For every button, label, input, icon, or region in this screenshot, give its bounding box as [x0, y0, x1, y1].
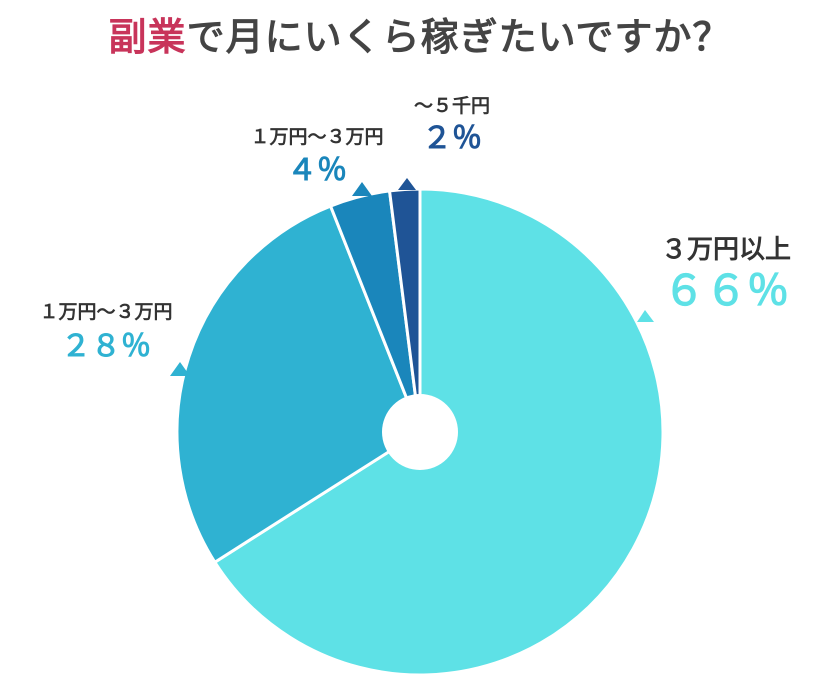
slice-label-value-2: ２８％	[61, 329, 151, 364]
chart-title-rest: で月にいくら稼ぎたいですか？	[186, 15, 732, 59]
label-pointers	[170, 178, 654, 376]
donut-hole	[382, 394, 458, 470]
chart-title-highlight: 副業	[108, 15, 187, 59]
slice-label-name-1: ３万円以上	[661, 235, 791, 265]
slice-label-value-4: ２％	[422, 121, 482, 156]
label-pointer-4	[398, 178, 416, 190]
slice-label-name-4: ～５千円	[414, 95, 490, 117]
slice-label-value-3: ４％	[287, 153, 347, 188]
label-pointer-2	[170, 362, 190, 376]
chart-title: 副業で月にいくら稼ぎたいですか？	[0, 6, 840, 61]
slice-label-value-1: ６６％	[663, 266, 789, 315]
label-pointer-3	[352, 182, 372, 196]
slice-label-name-3: １万円～３万円	[250, 126, 383, 148]
pie-slice-2	[175, 204, 422, 564]
slice-label-name-2: １万円～３万円	[39, 301, 172, 323]
label-pointer-1	[637, 310, 654, 322]
